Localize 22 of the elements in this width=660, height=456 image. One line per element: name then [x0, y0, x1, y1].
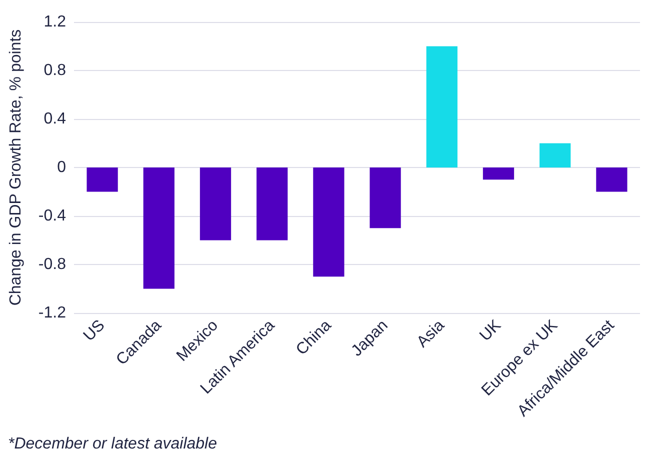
bar — [256, 168, 288, 240]
x-tick-label: UK — [476, 316, 505, 345]
bar — [540, 143, 571, 168]
bar — [200, 168, 232, 240]
x-tick-label: Asia — [414, 316, 448, 352]
y-tick-label: 0.4 — [44, 110, 66, 128]
y-tick-label: -0.8 — [38, 256, 66, 273]
y-tick-label: 1.2 — [44, 14, 66, 30]
y-axis-title: Change in GDP Growth Rate, % points — [8, 29, 24, 306]
bar — [143, 168, 174, 289]
bar — [596, 168, 628, 192]
y-tick-label: 0.8 — [44, 62, 66, 79]
y-tick-label: -1.2 — [38, 304, 66, 322]
bar — [370, 168, 401, 228]
x-tick-label: US — [80, 316, 108, 345]
bar — [313, 168, 344, 277]
text: *December or latest available — [8, 436, 218, 452]
y-tick-label: -0.4 — [38, 208, 66, 224]
bar — [482, 168, 514, 180]
y-tick-label: 0 — [57, 159, 66, 176]
bar — [86, 168, 118, 192]
bar — [426, 46, 458, 168]
